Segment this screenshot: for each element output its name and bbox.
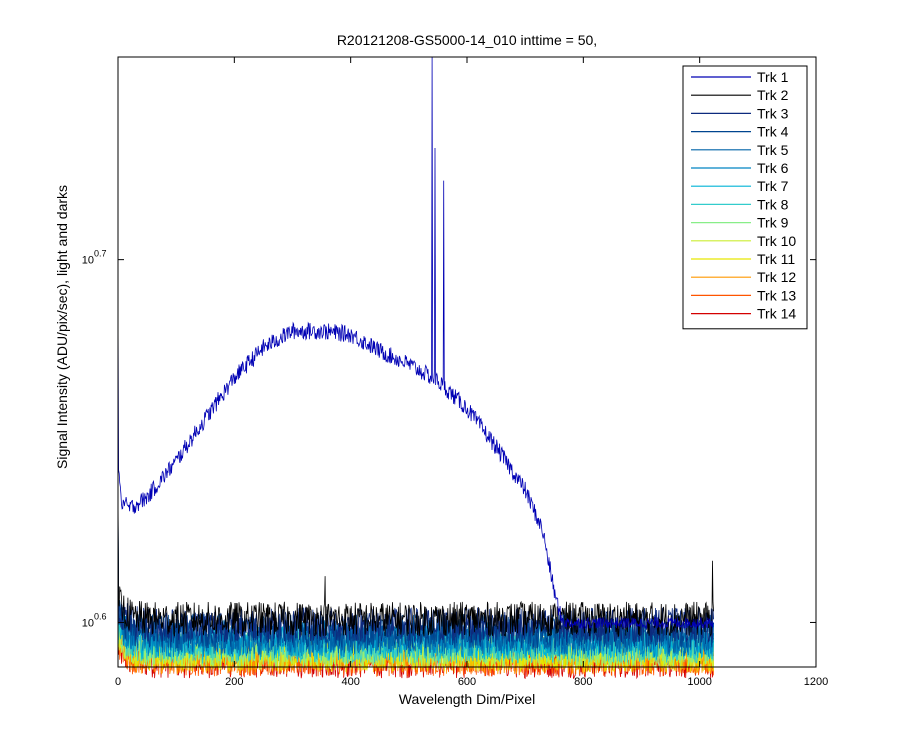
- legend-entry: Trk 13: [757, 287, 796, 303]
- legend-entry: Trk 11: [757, 251, 795, 267]
- x-tick-label: 0: [115, 676, 121, 688]
- x-axis-label: Wavelength Dim/Pixel: [399, 691, 535, 707]
- x-tick-label: 800: [574, 676, 592, 688]
- x-tick-label: 600: [458, 676, 476, 688]
- y-tick-exponent: 0.7: [94, 249, 107, 259]
- legend-entry: Trk 10: [757, 233, 796, 249]
- y-tick-base: 10: [82, 617, 94, 629]
- series-line-trk-7: [117, 539, 714, 661]
- legend-box: [682, 65, 808, 330]
- y-tick-label: 100.7: [82, 249, 107, 267]
- x-tick-label: 1200: [804, 676, 828, 688]
- legend-entry: Trk 5: [757, 142, 789, 158]
- y-axis-label: Signal Intensity (ADU/pix/sec), light an…: [54, 185, 70, 469]
- series-line-trk-2: [117, 491, 714, 638]
- series-line-trk-3: [117, 510, 714, 643]
- legend-entry: Trk 8: [757, 196, 789, 212]
- legend-entry: Trk 1: [757, 69, 789, 85]
- legend-entry: Trk 7: [757, 178, 789, 194]
- x-axis: 0 200 400 600 800 1000 1200: [115, 57, 828, 688]
- x-tick-label: 400: [341, 676, 359, 688]
- series-layer: [117, 56, 714, 680]
- legend-entry: Trk 9: [757, 215, 789, 231]
- legend-entry: Trk 3: [757, 105, 789, 121]
- legend-entry: Trk 14: [757, 306, 796, 322]
- legend-entry: Trk 2: [757, 87, 789, 103]
- series-line-trk-1: [117, 56, 714, 631]
- y-tick-label: 100.6: [82, 611, 107, 629]
- chart-title: R20121208-GS5000-14_010 inttime = 50,: [337, 32, 597, 48]
- legend: Trk 1 Trk 2 Trk 3 Trk 4 Trk 5 Trk 6 Trk 7 Trk 8…: [682, 65, 808, 330]
- legend-entry: Trk 4: [757, 124, 789, 140]
- y-tick-base: 10: [82, 255, 94, 267]
- x-tick-label: 1000: [687, 676, 711, 688]
- legend-entry: Trk 12: [757, 269, 796, 285]
- y-tick-exponent: 0.6: [94, 611, 107, 621]
- legend-entry: Trk 6: [757, 160, 789, 176]
- x-tick-label: 200: [225, 676, 243, 688]
